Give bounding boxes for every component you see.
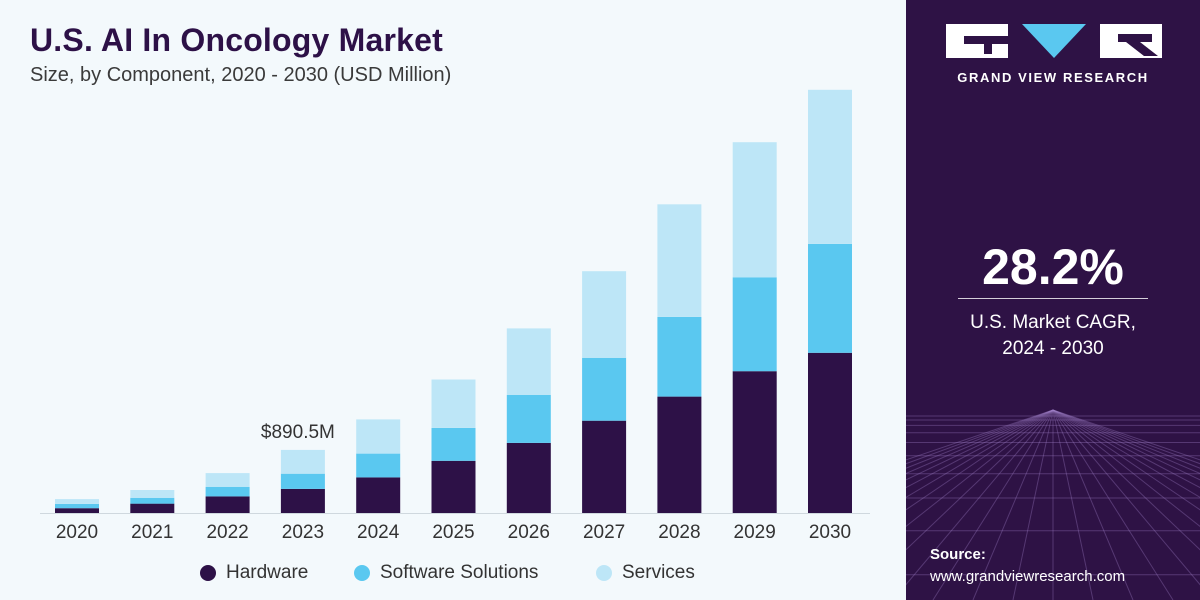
bar-segment-software-2027 [582,357,627,421]
x-tick-label-2022: 2022 [206,522,248,543]
bar-segment-services-2020 [55,499,99,504]
cagr-label-line2: 2024 - 2030 [1002,338,1104,359]
bar-segment-hardware-2025 [431,460,476,513]
legend-item-hardware: Hardware [200,562,308,584]
x-tick-label-2026: 2026 [508,522,550,543]
x-tick-label-2024: 2024 [357,522,400,543]
bar-segment-hardware-2030 [808,352,852,513]
bar-segment-services-2026 [506,328,551,395]
cagr-label-line1: U.S. Market CAGR, [970,312,1136,333]
chart-title: U.S. AI In Oncology Market [30,22,443,58]
info-panel: GRAND VIEW RESEARCH 28.2% U.S. Market CA… [906,0,1200,600]
bar-segment-software-2020 [55,503,99,509]
bar-segment-services-2023 [280,449,325,474]
x-tick-label-2027: 2027 [583,522,625,543]
bar-segment-services-2025 [431,379,476,428]
stacked-bar-chart: 2020 2021 2022 2023 $890.5M 2024 2025 2026 2027 2… [40,89,870,543]
bar-segment-services-2021 [130,490,175,498]
bar-segment-services-2027 [582,271,627,358]
legend-item-software: Software Solutions [354,562,538,584]
bar-segment-hardware-2024 [356,477,401,513]
source-label: Source: [930,546,986,563]
cagr-value: 28.2% [982,239,1124,295]
x-tick-label-2023: 2023 [282,522,324,543]
legend-swatch-software [354,565,370,581]
bar-segment-hardware-2023 [280,488,325,513]
brand-name: GRAND VIEW RESEARCH [957,70,1149,85]
legend-label-services: Services [622,562,695,583]
x-tick-label-2021: 2021 [131,522,173,543]
legend-item-services: Services [596,562,695,584]
bar-segment-software-2023 [280,473,325,489]
bar-segment-software-2026 [506,395,551,443]
bar-segment-hardware-2027 [582,420,627,513]
bar-segment-software-2030 [808,243,852,353]
bar-segment-hardware-2029 [732,371,777,513]
chart-panel: U.S. AI In Oncology Market Size, by Comp… [0,0,906,600]
bar-segment-services-2022 [205,473,250,487]
chart-legend: Hardware Software Solutions Services [0,562,906,588]
x-tick-label-2028: 2028 [658,522,700,543]
legend-swatch-hardware [200,565,216,581]
bar-segment-hardware-2021 [130,503,175,513]
bar-segment-services-2029 [732,142,777,278]
legend-label-software: Software Solutions [380,562,539,583]
bar-segment-hardware-2022 [205,496,250,513]
bar-segment-software-2025 [431,427,476,461]
bar-segment-software-2028 [657,316,702,397]
source-link[interactable]: www.grandviewresearch.com [930,568,1126,585]
bar-segment-services-2024 [356,419,401,454]
x-tick-label-2030: 2030 [809,522,851,543]
bar-segment-services-2028 [657,204,702,317]
bar-segment-software-2021 [130,497,175,504]
x-tick-label-2025: 2025 [432,522,474,543]
data-label-2023: $890.5M [261,422,335,443]
x-tick-label-2029: 2029 [734,522,776,543]
legend-label-hardware: Hardware [226,562,309,583]
cagr-label: U.S. Market CAGR, 2024 - 2030 [906,310,1200,362]
chart-subtitle: Size, by Component, 2020 - 2030 (USD Mil… [30,64,452,86]
legend-swatch-services [596,565,612,581]
bar-segment-software-2022 [205,486,250,497]
gvr-logo [946,24,1162,58]
bar-segment-hardware-2020 [55,508,99,513]
cagr-divider [958,298,1148,299]
x-tick-label-2020: 2020 [56,522,98,543]
perspective-grid-decoration [906,409,1200,600]
bar-segment-hardware-2026 [506,442,551,513]
bar-segment-software-2024 [356,453,401,478]
bar-segment-services-2030 [808,89,852,244]
bar-segment-software-2029 [732,277,777,372]
bar-segment-hardware-2028 [657,396,702,513]
